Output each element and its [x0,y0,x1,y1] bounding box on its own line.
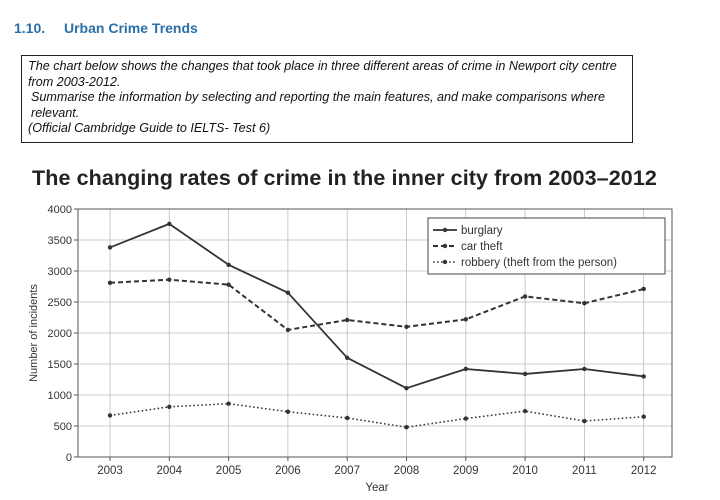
data-point [345,317,350,323]
data-point [641,414,646,419]
x-tick-label: 2003 [97,465,123,477]
axis-ticks: 0 500 1000 1500 2000 2500 3000 3500 4000 2003 2004… [48,204,657,477]
legend-box [427,217,666,275]
data-point [522,408,528,414]
data-point [226,282,231,287]
data-point [285,327,291,333]
data-point [463,317,468,322]
x-tick-label: 2012 [631,465,657,477]
y-tick-label: 2500 [48,297,72,309]
x-tick-label: 2011 [572,465,597,477]
data-point [404,324,409,329]
data-point [167,221,172,227]
data-point [285,409,291,414]
chart-series [107,221,646,430]
legend-marker [442,243,448,249]
legend-marker [442,227,448,233]
chart-legend: burglary car theft robbery (theft from the… [427,217,666,275]
series-robbery [107,401,646,430]
series-line [109,278,644,331]
y-tick-label: 0 [66,452,72,464]
data-point [582,366,587,372]
y-tick-label: 3500 [48,235,72,247]
task-description: The chart below shows the changes that t… [28,59,617,89]
data-point [463,366,468,372]
y-tick-label: 1500 [48,359,72,371]
y-axis-label: Number of incidents [28,284,40,382]
data-point [641,286,646,292]
x-tick-label: 2007 [334,465,360,477]
data-point [285,290,291,295]
section-number: 1.10. [14,20,46,36]
data-point [345,355,350,360]
data-point [107,413,113,418]
section-title: Urban Crime Trends [64,20,198,36]
x-tick-label: 2009 [453,465,479,477]
y-tick-label: 4000 [48,204,72,216]
series-car [107,277,646,333]
data-point [582,301,587,306]
data-point [404,385,409,391]
x-tick-label: 2004 [157,465,183,477]
chart-title: The changing rates of crime in the inner… [32,166,657,190]
data-point [107,245,113,250]
data-point [167,404,172,409]
x-axis-label: Year [365,482,388,494]
y-tick-label: 500 [54,421,72,433]
legend-label: robbery (theft from the person) [461,257,617,269]
task-source: (Official Cambridge Guide to IELTS- Test… [28,121,271,135]
series-line [109,222,644,390]
data-point [107,280,113,285]
legend-marker [442,259,448,265]
data-point [463,416,468,421]
x-tick-label: 2006 [275,465,301,477]
data-point [167,277,172,282]
data-point [522,371,528,377]
task-instructions-box: The chart below shows the changes that t… [21,55,633,143]
data-point [226,262,231,267]
task-instruction: Summarise the information by selecting a… [31,90,606,120]
legend-label: car theft [461,241,503,253]
data-point [522,294,528,299]
y-tick-label: 1000 [48,390,72,402]
series-burglary [107,221,646,391]
legend-label: burglary [461,225,503,237]
series-line [109,402,644,428]
y-tick-label: 3000 [48,266,72,278]
x-tick-label: 2010 [512,465,538,477]
data-point [404,425,409,430]
data-point [641,374,646,379]
section-heading: 1.10. Urban Crime Trends [14,20,198,36]
x-tick-label: 2008 [394,465,420,477]
data-point [345,415,350,421]
data-point [226,401,231,406]
x-tick-label: 2005 [216,465,242,477]
data-point [582,418,587,424]
y-tick-label: 2000 [48,328,72,340]
